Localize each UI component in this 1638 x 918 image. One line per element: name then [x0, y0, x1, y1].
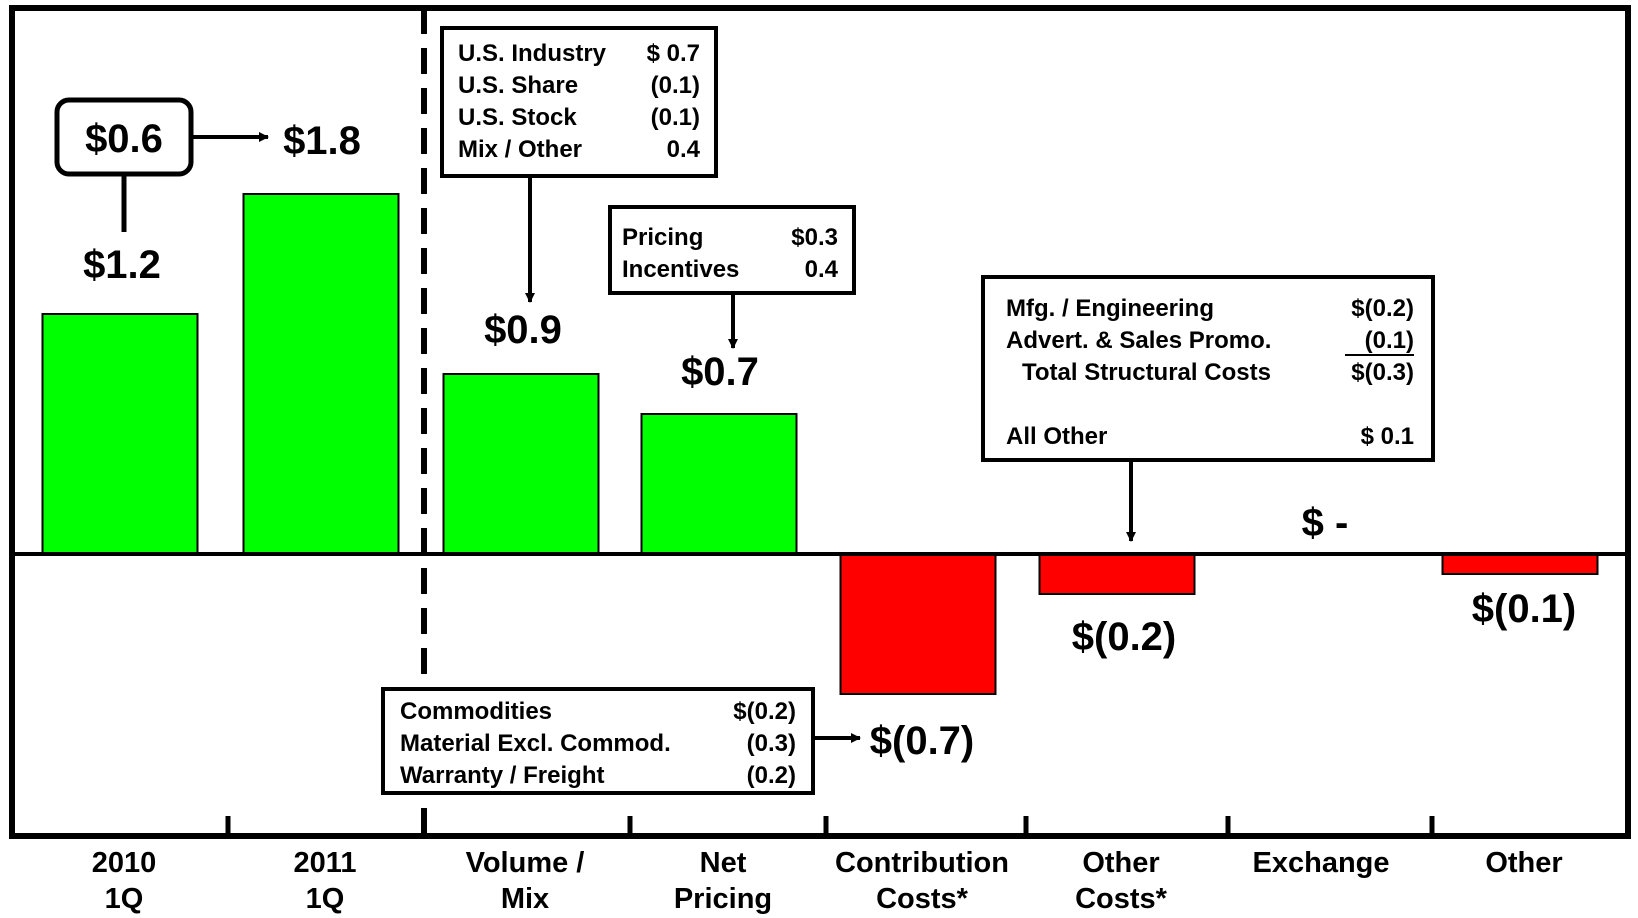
breakdown-value: $ 0.7	[647, 40, 700, 67]
category-label: Exchange	[1253, 847, 1390, 879]
category-label: 2011	[294, 847, 357, 879]
breakdown-value: 0.4	[805, 256, 839, 283]
breakdown-value: (0.1)	[651, 104, 700, 131]
category-ticks	[225, 816, 1435, 836]
value-label: $1.2	[83, 243, 161, 287]
value-label: $0.7	[681, 350, 759, 394]
volume-mix-box	[440, 26, 718, 178]
breakdown-label: Mfg. / Engineering	[1006, 295, 1214, 322]
value-label: $0.9	[484, 308, 562, 352]
bar	[1038, 553, 1196, 595]
breakdown-value: (0.1)	[1365, 327, 1414, 354]
bar	[839, 553, 997, 695]
change-annotation: $0.6	[54, 97, 269, 232]
other-costs-breakdown: Mfg. / Engineering $(0.2) Advert. & Sales …	[981, 275, 1435, 542]
bar	[1441, 553, 1599, 575]
category-label: Volume /	[466, 847, 585, 879]
value-label: $(0.1)	[1472, 587, 1577, 631]
bar	[41, 313, 199, 555]
category-labels-group: 2010 1Q 2011 1Q Volume / Mix Net Pricing Contrib…	[92, 847, 1563, 915]
breakdown-value: $(0.2)	[1351, 295, 1414, 322]
breakdown-value: $0.3	[791, 224, 838, 251]
breakdown-value: $(0.3)	[1351, 359, 1414, 386]
value-label: $(0.7)	[870, 719, 975, 763]
breakdown-value: 0.4	[667, 136, 701, 163]
other-costs-box	[981, 275, 1435, 462]
volume-mix-breakdown: U.S. Industry $ 0.7 U.S. Share (0.1) U.S. St…	[440, 26, 718, 303]
breakdown-label: U.S. Industry	[458, 40, 607, 67]
value-label: $1.8	[283, 119, 361, 163]
category-label: 2010	[92, 847, 157, 879]
value-label: $(0.2)	[1072, 615, 1177, 659]
breakdown-label: U.S. Stock	[458, 104, 577, 131]
breakdown-label: Incentives	[622, 256, 739, 283]
contribution-costs-box	[381, 687, 815, 795]
breakdown-label: All Other	[1006, 423, 1107, 450]
breakdown-label: Advert. & Sales Promo.	[1006, 327, 1271, 354]
value-label: $ -	[1302, 501, 1349, 545]
net-pricing-breakdown: Pricing $0.3 Incentives 0.4	[608, 205, 856, 349]
breakdown-label: Mix / Other	[458, 136, 582, 163]
category-label: Contribution	[835, 847, 1009, 879]
bar	[442, 373, 600, 555]
breakdown-value: $ 0.1	[1361, 423, 1414, 450]
breakdown-value: (0.2)	[747, 762, 796, 789]
category-label: Mix	[501, 883, 549, 915]
contribution-costs-breakdown: Commodities $(0.2) Material Excl. Commod. (…	[381, 687, 861, 795]
bar	[640, 413, 798, 555]
category-label: Pricing	[674, 883, 772, 915]
category-label: Other	[1485, 847, 1562, 879]
net-pricing-box	[608, 205, 856, 295]
breakdown-label: U.S. Share	[458, 72, 578, 99]
category-label: 1Q	[306, 883, 345, 915]
breakdown-label: Total Structural Costs	[1022, 359, 1271, 386]
change-value: $0.6	[85, 117, 163, 161]
breakdown-label: Pricing	[622, 224, 703, 251]
value-labels-group: $1.2 $1.8 $0.9 $0.7 $(0.7) $(0.2) $ - $(0.1)	[83, 119, 1576, 763]
chart-frame	[9, 5, 1631, 839]
category-label: Other	[1082, 847, 1159, 879]
breakdown-label: Material Excl. Commod.	[400, 730, 671, 757]
breakdown-value: (0.1)	[651, 72, 700, 99]
breakdown-value: (0.3)	[747, 730, 796, 757]
bar	[242, 193, 400, 555]
bars-group	[41, 193, 1599, 695]
category-label: Costs*	[1075, 883, 1168, 915]
breakdown-label: Warranty / Freight	[400, 762, 604, 789]
category-label: Net	[700, 847, 747, 879]
breakdown-label: Commodities	[400, 698, 552, 725]
category-label: Costs*	[876, 883, 969, 915]
category-label: 1Q	[105, 883, 144, 915]
breakdown-value: $(0.2)	[733, 698, 796, 725]
